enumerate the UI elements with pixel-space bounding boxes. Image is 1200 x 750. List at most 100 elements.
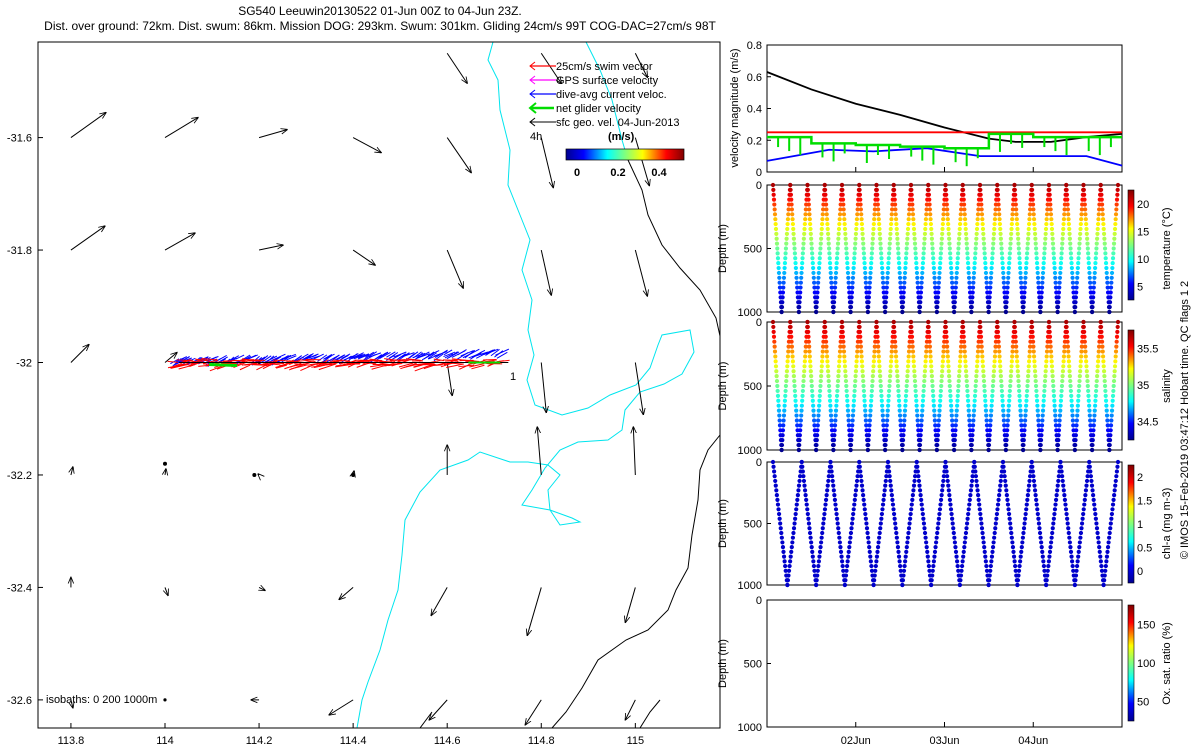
x-tick-label: 114.2 [246,735,273,747]
profile-sample [888,221,894,227]
profile-sample [878,236,883,241]
profile-sample [1092,507,1097,512]
profile-sample [931,403,936,408]
profile-sample [1062,493,1067,498]
swim-vector [176,359,194,362]
profile-sample [946,226,951,232]
profile-sample [776,261,781,266]
profile-sample [927,344,933,349]
profile-sample [835,383,840,389]
profile-sample [834,261,839,266]
profile-sample [776,507,781,512]
profile-sample [926,324,931,330]
profile-sample [988,418,993,423]
profile-sample [1091,290,1096,295]
profile-sample [892,334,897,339]
profile-sample [796,447,801,453]
profile-sample [794,507,799,512]
profile-sample [1109,275,1114,280]
profile-sample [919,285,924,290]
profile-sample [852,251,857,256]
sfc-geo-vector [329,699,354,715]
profile-sample [795,285,800,290]
profile-sample [1110,261,1115,266]
profile-sample [858,202,863,207]
profile-sample [992,217,998,222]
profile-sample [874,187,879,192]
profile-sample [1001,464,1006,469]
profile-sample [904,251,909,256]
profile-sample [835,516,840,521]
profile-sample [1012,187,1017,192]
profile-sample [785,582,790,588]
profile-sample [977,319,983,325]
y-tick-label: -32.6 [7,695,32,707]
profile-sample [781,418,786,423]
colorbar-tick-label: 1.5 [1137,495,1152,507]
profile-sample [946,231,951,236]
profile-sample [855,474,860,479]
profile-sample [820,207,826,212]
profile-sample [836,526,841,531]
swim-vector [446,363,464,369]
profile-sample [983,270,989,276]
dac-vector [313,353,324,360]
profile-sample [829,285,834,290]
profile-sample [916,478,922,484]
profile-sample [800,256,805,261]
profile-sample [835,388,840,394]
profile-sample [914,261,919,266]
profile-sample [1074,428,1079,433]
profile-sample [1078,231,1083,236]
profile-sample [860,226,865,232]
profile-sample [977,507,982,512]
profile-sample [892,516,897,521]
profile-sample [970,295,975,300]
profile-sample [1079,354,1084,359]
profile-sample [1095,374,1100,379]
profile-sample [947,383,952,389]
profile-sample [867,280,872,285]
profile-sample [1095,359,1101,364]
profile-sample [946,364,951,369]
profile-sample [962,349,967,354]
profile-sample [973,241,979,246]
profile-sample [836,236,841,241]
profile-sample [1078,221,1083,227]
profile-sample [838,549,844,554]
profile-sample [981,378,987,384]
profile-sample [818,545,823,550]
profile-sample [1060,378,1065,384]
sfc-geo-vector [525,699,542,725]
profile-sample [837,354,842,359]
profile-sample [875,334,880,339]
profile-sample [1005,418,1010,423]
profile-sample [883,442,888,448]
profile-sample [858,469,863,474]
profile-sample [844,568,849,573]
profile-sample [1006,507,1011,512]
profile-sample [1107,442,1112,448]
profile-sample [871,364,876,369]
profile-sample [882,488,887,493]
profile-sample [938,251,943,256]
profile-sample [848,530,854,536]
profile-sample [1051,516,1056,521]
profile-sample [908,182,914,188]
profile-sample [1088,280,1093,285]
profile-sample [1012,324,1017,330]
profile-sample [826,378,831,384]
profile-sample [1086,251,1091,256]
profile-sample [962,540,967,545]
profile-sample [958,573,964,578]
profile-sample [810,554,815,559]
profile-sample [1015,369,1020,374]
profile-sample [1068,378,1073,384]
dac-vector [427,352,437,359]
profile-sample [866,295,871,300]
profile-sample [1115,329,1120,334]
profile-sample [887,469,892,474]
profile-sample [946,369,951,374]
profile-sample [912,369,917,374]
